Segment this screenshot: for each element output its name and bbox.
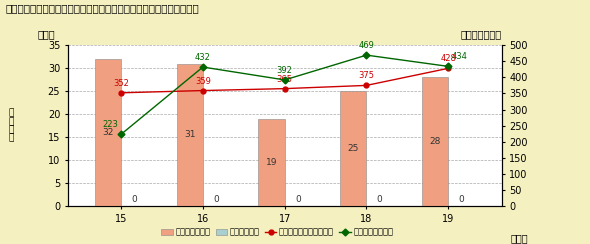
Bar: [95, 59, 121, 206]
Text: 0: 0: [458, 195, 464, 204]
Text: 31: 31: [184, 130, 195, 139]
Text: （人）: （人）: [38, 29, 55, 39]
Text: 0: 0: [376, 195, 382, 204]
Text: 19: 19: [266, 158, 277, 167]
Text: 0: 0: [131, 195, 137, 204]
Bar: [340, 91, 366, 206]
Text: 352: 352: [113, 79, 129, 88]
Text: 375: 375: [359, 71, 375, 81]
Legend: 負傷者数（人）, 死者数（人）, 流出事故発生件数（件）, 損害額（百万円）: 負傷者数（人）, 死者数（人）, 流出事故発生件数（件）, 損害額（百万円）: [158, 224, 396, 240]
Bar: [422, 77, 448, 206]
Text: 223: 223: [102, 120, 118, 129]
Text: 469: 469: [359, 41, 375, 50]
Text: 25: 25: [348, 144, 359, 153]
Text: 428: 428: [440, 54, 456, 63]
Text: 392: 392: [277, 66, 293, 75]
Bar: [258, 119, 284, 206]
Text: 死
傷
者
数: 死 傷 者 数: [9, 109, 14, 142]
Text: 0: 0: [213, 195, 219, 204]
Text: 434: 434: [451, 52, 467, 61]
Text: 365: 365: [277, 75, 293, 84]
Text: 359: 359: [195, 77, 211, 86]
Bar: [176, 63, 203, 206]
Text: （件、百万円）: （件、百万円）: [460, 29, 501, 39]
Text: 0: 0: [295, 195, 301, 204]
Text: 28: 28: [430, 137, 441, 146]
Text: （年）: （年）: [510, 234, 528, 244]
Text: 第１－２－７図　　危険物施設における流出事故発生件数と被害状況: 第１－２－７図 危険物施設における流出事故発生件数と被害状況: [6, 4, 199, 14]
Text: 32: 32: [102, 128, 114, 137]
Text: 432: 432: [195, 53, 211, 62]
